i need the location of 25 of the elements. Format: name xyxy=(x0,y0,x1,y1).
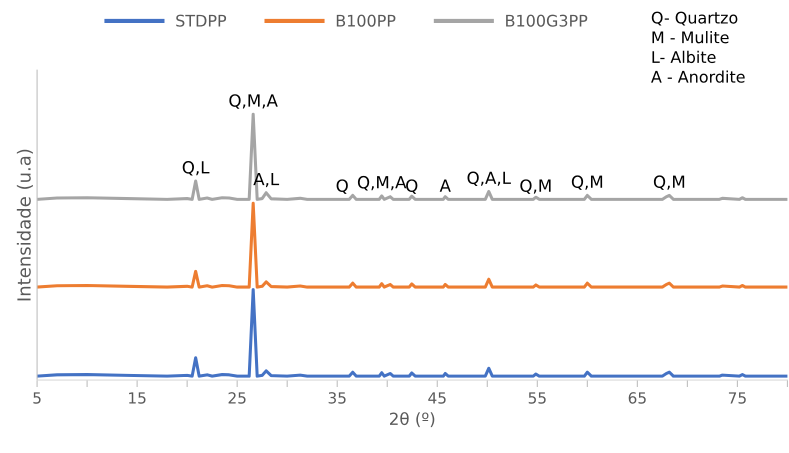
text: Q- Quartzo M - Mulite L- Albite A - Anordite xyxy=(651,12,745,83)
annotation: Q,M,A xyxy=(358,176,406,190)
annotation: Q,A,L xyxy=(468,171,511,186)
annotation: Q xyxy=(406,179,418,194)
x-tick-label: 65 xyxy=(628,392,646,404)
x-tick-label: 75 xyxy=(728,392,746,404)
annotation: Q xyxy=(336,179,348,194)
x-tick-label: 25 xyxy=(228,392,246,404)
x-tick-label: 5 xyxy=(33,392,41,404)
annotation: Q,M xyxy=(520,179,551,194)
x-tick-label: 35 xyxy=(328,392,346,404)
x-tick-label: 15 xyxy=(129,392,146,404)
annotation: A xyxy=(440,180,451,192)
x-tick-label: 55 xyxy=(528,392,546,404)
legend-label: STDPP xyxy=(176,14,226,27)
x-axis-title: 2θ (º) xyxy=(390,412,434,428)
annotation: Q,M xyxy=(654,175,684,190)
x-tick-label: 45 xyxy=(428,392,446,404)
annotation: Q,M,A xyxy=(229,94,278,109)
annotation: A,L xyxy=(253,173,280,188)
legend-label: B100G3PP xyxy=(506,14,588,27)
legend-label: B100PP xyxy=(336,14,396,27)
y-axis-title: Intensidade (u.a) xyxy=(16,150,33,300)
annotation: Q,M xyxy=(572,175,602,190)
annotation: Q,L xyxy=(182,161,210,176)
